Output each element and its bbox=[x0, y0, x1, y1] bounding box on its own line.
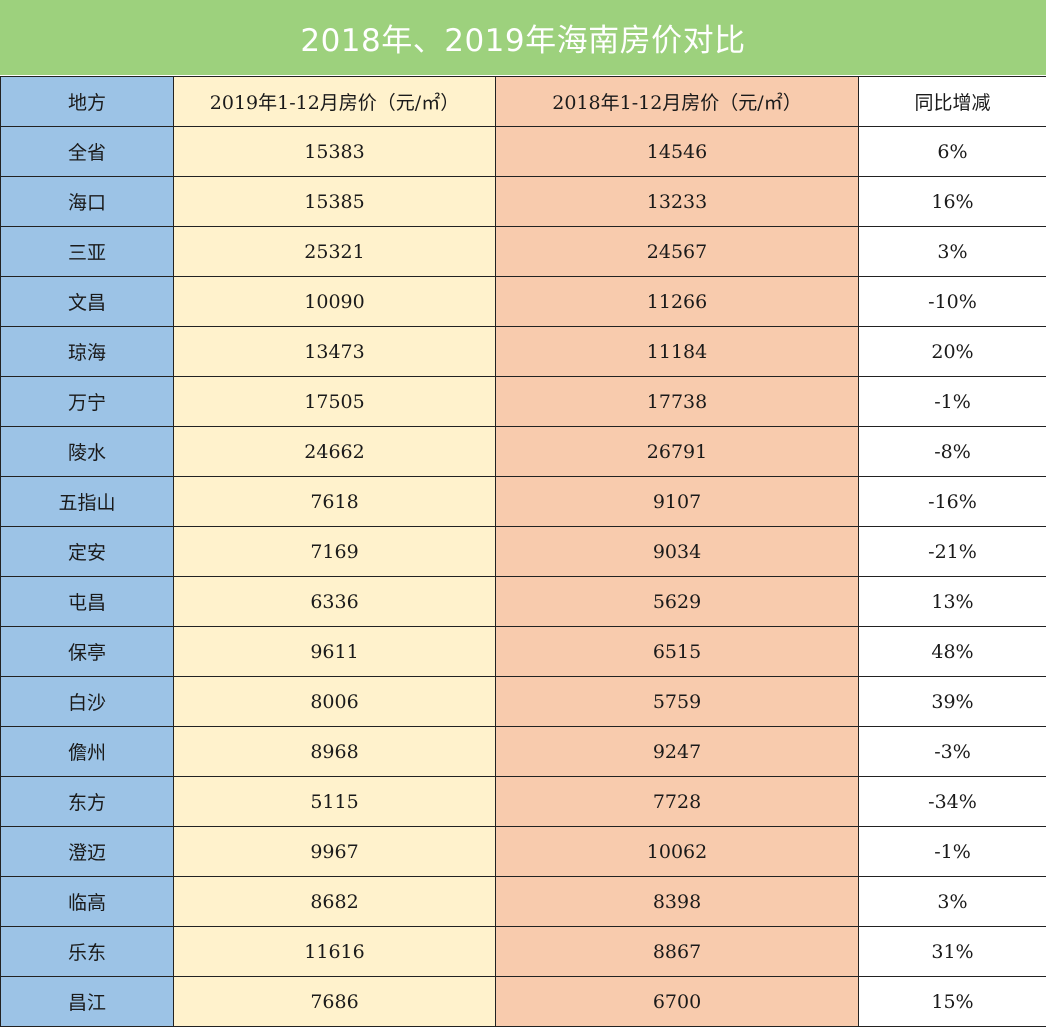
yoy-cell: 15% bbox=[858, 976, 1046, 1027]
region-cell: 万宁 bbox=[0, 376, 174, 427]
region-cell: 临高 bbox=[0, 876, 174, 927]
yoy-cell: 6% bbox=[858, 126, 1046, 177]
yoy-cell: -1% bbox=[858, 826, 1046, 877]
yoy-cell: -10% bbox=[858, 276, 1046, 327]
price-2018-cell: 11184 bbox=[495, 326, 859, 377]
table-row: 五指山 7618 9107 -16% bbox=[0, 476, 1046, 527]
table-body: 全省 15383 14546 6% 海口 15385 13233 16% 三亚 25321 2456… bbox=[0, 126, 1046, 1027]
table-row: 临高 8682 8398 3% bbox=[0, 876, 1046, 927]
yoy-cell: -34% bbox=[858, 776, 1046, 827]
yoy-cell: -8% bbox=[858, 426, 1046, 477]
yoy-cell: -3% bbox=[858, 726, 1046, 777]
region-cell: 五指山 bbox=[0, 476, 174, 527]
region-cell: 海口 bbox=[0, 176, 174, 227]
table-row: 全省 15383 14546 6% bbox=[0, 126, 1046, 177]
region-cell: 白沙 bbox=[0, 676, 174, 727]
price-2018-cell: 13233 bbox=[495, 176, 859, 227]
table-row: 琼海 13473 11184 20% bbox=[0, 326, 1046, 377]
price-2018-cell: 26791 bbox=[495, 426, 859, 477]
yoy-cell: 16% bbox=[858, 176, 1046, 227]
yoy-cell: 20% bbox=[858, 326, 1046, 377]
price-2018-cell: 7728 bbox=[495, 776, 859, 827]
price-2019-cell: 13473 bbox=[173, 326, 496, 377]
price-2019-cell: 5115 bbox=[173, 776, 496, 827]
price-2019-cell: 15385 bbox=[173, 176, 496, 227]
yoy-cell: 13% bbox=[858, 576, 1046, 627]
price-2019-cell: 6336 bbox=[173, 576, 496, 627]
price-2019-cell: 17505 bbox=[173, 376, 496, 427]
yoy-cell: 3% bbox=[858, 876, 1046, 927]
price-2019-cell: 8968 bbox=[173, 726, 496, 777]
price-2018-cell: 6700 bbox=[495, 976, 859, 1027]
price-2019-cell: 7618 bbox=[173, 476, 496, 527]
header-price-2018: 2018年1-12月房价（元/㎡） bbox=[495, 76, 859, 127]
price-2019-cell: 7169 bbox=[173, 526, 496, 577]
region-cell: 儋州 bbox=[0, 726, 174, 777]
table-row: 屯昌 6336 5629 13% bbox=[0, 576, 1046, 627]
region-cell: 定安 bbox=[0, 526, 174, 577]
table-row: 定安 7169 9034 -21% bbox=[0, 526, 1046, 577]
yoy-cell: 31% bbox=[858, 926, 1046, 977]
price-2018-cell: 5629 bbox=[495, 576, 859, 627]
price-2018-cell: 9034 bbox=[495, 526, 859, 577]
region-cell: 三亚 bbox=[0, 226, 174, 277]
table-title: 2018年、2019年海南房价对比 bbox=[0, 0, 1046, 75]
table-row: 三亚 25321 24567 3% bbox=[0, 226, 1046, 277]
price-2019-cell: 9611 bbox=[173, 626, 496, 677]
price-2018-cell: 11266 bbox=[495, 276, 859, 327]
region-cell: 东方 bbox=[0, 776, 174, 827]
price-2018-cell: 8867 bbox=[495, 926, 859, 977]
table-row: 昌江 7686 6700 15% bbox=[0, 976, 1046, 1027]
table-row: 文昌 10090 11266 -10% bbox=[0, 276, 1046, 327]
yoy-cell: 48% bbox=[858, 626, 1046, 677]
price-2018-cell: 9247 bbox=[495, 726, 859, 777]
header-price-2019: 2019年1-12月房价（元/㎡） bbox=[173, 76, 496, 127]
price-2019-cell: 8682 bbox=[173, 876, 496, 927]
table-row: 儋州 8968 9247 -3% bbox=[0, 726, 1046, 777]
region-cell: 陵水 bbox=[0, 426, 174, 477]
table-row: 万宁 17505 17738 -1% bbox=[0, 376, 1046, 427]
yoy-cell: -1% bbox=[858, 376, 1046, 427]
region-cell: 乐东 bbox=[0, 926, 174, 977]
table-row: 澄迈 9967 10062 -1% bbox=[0, 826, 1046, 877]
price-2018-cell: 10062 bbox=[495, 826, 859, 877]
region-cell: 澄迈 bbox=[0, 826, 174, 877]
price-2018-cell: 17738 bbox=[495, 376, 859, 427]
yoy-cell: -21% bbox=[858, 526, 1046, 577]
price-2019-cell: 9967 bbox=[173, 826, 496, 877]
price-2018-cell: 9107 bbox=[495, 476, 859, 527]
price-2019-cell: 8006 bbox=[173, 676, 496, 727]
price-2019-cell: 15383 bbox=[173, 126, 496, 177]
table-row: 白沙 8006 5759 39% bbox=[0, 676, 1046, 727]
price-2018-cell: 24567 bbox=[495, 226, 859, 277]
price-comparison-table: 地方 2019年1-12月房价（元/㎡） 2018年1-12月房价（元/㎡） 同… bbox=[0, 76, 1046, 1027]
yoy-cell: 3% bbox=[858, 226, 1046, 277]
header-yoy: 同比增减 bbox=[858, 76, 1046, 127]
price-2018-cell: 8398 bbox=[495, 876, 859, 927]
price-2019-cell: 24662 bbox=[173, 426, 496, 477]
yoy-cell: 39% bbox=[858, 676, 1046, 727]
price-2019-cell: 11616 bbox=[173, 926, 496, 977]
price-2018-cell: 5759 bbox=[495, 676, 859, 727]
table-row: 乐东 11616 8867 31% bbox=[0, 926, 1046, 977]
table-row: 保亭 9611 6515 48% bbox=[0, 626, 1046, 677]
header-region: 地方 bbox=[0, 76, 174, 127]
price-2018-cell: 6515 bbox=[495, 626, 859, 677]
table-row: 东方 5115 7728 -34% bbox=[0, 776, 1046, 827]
region-cell: 琼海 bbox=[0, 326, 174, 377]
region-cell: 保亭 bbox=[0, 626, 174, 677]
price-2019-cell: 10090 bbox=[173, 276, 496, 327]
price-2019-cell: 25321 bbox=[173, 226, 496, 277]
region-cell: 昌江 bbox=[0, 976, 174, 1027]
region-cell: 全省 bbox=[0, 126, 174, 177]
region-cell: 屯昌 bbox=[0, 576, 174, 627]
header-row: 地方 2019年1-12月房价（元/㎡） 2018年1-12月房价（元/㎡） 同… bbox=[0, 76, 1046, 127]
table-row: 陵水 24662 26791 -8% bbox=[0, 426, 1046, 477]
table-row: 海口 15385 13233 16% bbox=[0, 176, 1046, 227]
region-cell: 文昌 bbox=[0, 276, 174, 327]
yoy-cell: -16% bbox=[858, 476, 1046, 527]
price-2018-cell: 14546 bbox=[495, 126, 859, 177]
price-2019-cell: 7686 bbox=[173, 976, 496, 1027]
